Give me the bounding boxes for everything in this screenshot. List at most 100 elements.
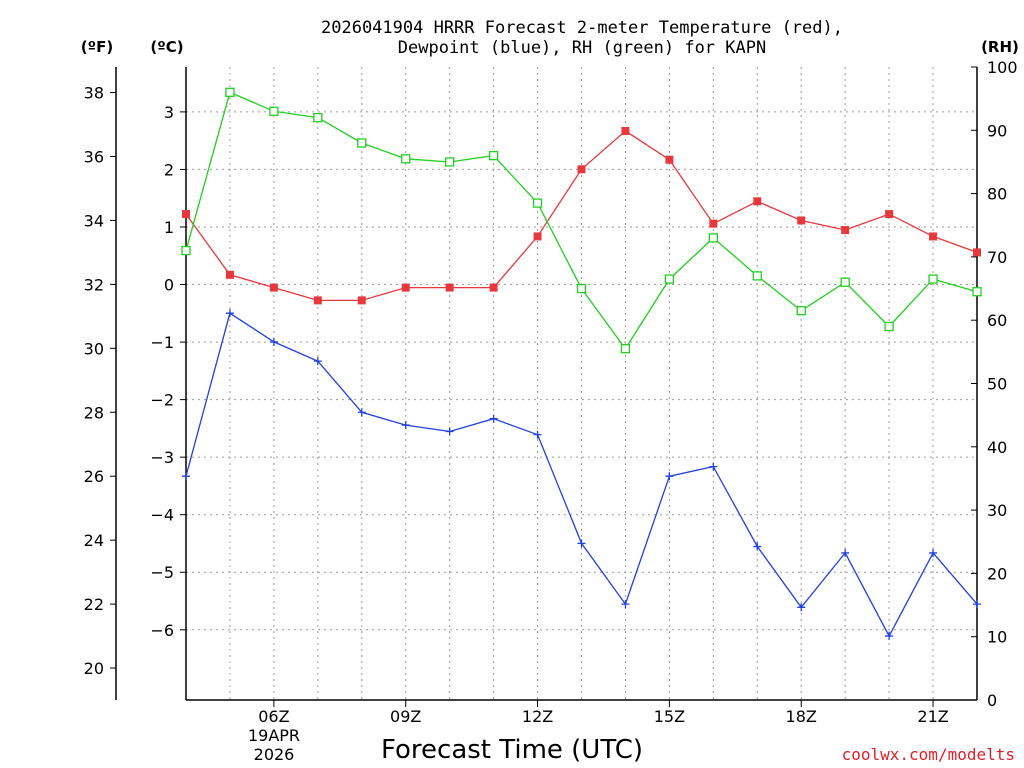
dewpoint-point <box>885 632 894 641</box>
rh-tick-label: 40 <box>987 438 1007 457</box>
celsius-tick-label: −4 <box>150 506 174 525</box>
rh-tick-label: 10 <box>987 628 1007 647</box>
x-axis-label: Forecast Time (UTC) <box>381 735 643 765</box>
rh-point <box>225 87 235 97</box>
fahrenheit-unit-label: (ºF) <box>81 38 113 56</box>
dewpoint-point <box>577 539 586 548</box>
celsius-axis-ticks: −6 −5 −4 −3 −2 −1 0 1 2 3 <box>150 103 186 640</box>
celsius-tick-label: 2 <box>164 160 174 179</box>
temperature-point <box>489 283 498 292</box>
celsius-tick-label: −3 <box>150 448 174 467</box>
fahrenheit-tick-label: 30 <box>84 339 104 358</box>
fahrenheit-tick-label: 20 <box>84 659 104 678</box>
dewpoint-point <box>182 472 190 481</box>
rh-point <box>928 274 938 284</box>
fahrenheit-axis-ticks: 20 22 24 26 28 30 32 34 36 38 <box>84 84 116 678</box>
dewpoint-point <box>973 600 981 609</box>
rh-point <box>664 274 675 284</box>
dewpoint-point <box>533 430 542 439</box>
rh-point <box>357 138 367 148</box>
temperature-point <box>885 210 894 219</box>
temperature-point <box>182 210 190 219</box>
dewpoint-point <box>313 357 322 366</box>
fahrenheit-tick-label: 36 <box>84 148 104 167</box>
rh-point <box>620 344 631 354</box>
temperature-point <box>929 232 938 241</box>
fahrenheit-tick-label: 26 <box>84 467 104 486</box>
rh-point <box>181 245 191 256</box>
dewpoint-point <box>357 408 366 417</box>
rh-point <box>532 198 543 208</box>
fahrenheit-tick-label: 28 <box>84 403 104 422</box>
rh-tick-label: 100 <box>987 58 1018 77</box>
rh-axis-ticks: 0 10 20 30 40 50 60 70 80 90 100 <box>971 58 1018 710</box>
dewpoint-point <box>841 548 850 557</box>
dewpoint-point <box>709 462 718 471</box>
x-tick-label: 12Z <box>522 707 553 726</box>
temperature-point <box>973 248 981 257</box>
rh-point <box>840 277 850 287</box>
celsius-tick-label: 1 <box>164 218 174 237</box>
rh-point <box>313 112 323 123</box>
rh-point <box>488 150 499 161</box>
x-tick-label: 06Z <box>258 707 289 726</box>
chart-title-line1: 2026041904 HRRR Forecast 2-meter Tempera… <box>321 18 843 38</box>
temperature-point <box>621 126 630 135</box>
fahrenheit-tick-label: 24 <box>84 531 104 550</box>
temperature-point <box>841 226 850 235</box>
rh-unit-label: (RH) <box>981 38 1019 56</box>
temperature-point <box>357 296 366 305</box>
dewpoint-point <box>225 309 234 318</box>
dewpoint-point <box>445 427 454 436</box>
temperature-point <box>313 296 322 305</box>
dewpoint-point <box>621 600 630 609</box>
rh-point <box>752 271 762 281</box>
celsius-tick-label: −6 <box>150 621 174 640</box>
date-label-line2: 2026 <box>254 745 295 764</box>
dewpoint-point <box>269 337 278 346</box>
series-layer <box>181 87 982 641</box>
celsius-tick-label: −2 <box>150 391 174 410</box>
rh-tick-label: 20 <box>987 564 1007 583</box>
credit-label: coolwx.com/modelts <box>842 745 1015 764</box>
rh-point <box>269 106 279 116</box>
celsius-tick-label: −5 <box>150 563 174 582</box>
temperature-point <box>225 270 234 279</box>
rh-point <box>445 157 455 167</box>
celsius-unit-label: (ºC) <box>150 38 183 56</box>
temperature-point <box>753 197 762 206</box>
x-tick-label: 21Z <box>917 707 948 726</box>
rh-point <box>401 154 411 164</box>
x-tick-label: 15Z <box>654 707 685 726</box>
temperature-point <box>797 216 806 225</box>
rh-tick-label: 70 <box>987 248 1007 267</box>
celsius-tick-label: 0 <box>164 276 174 295</box>
dewpoint-point <box>489 414 498 423</box>
temperature-point <box>709 219 718 228</box>
temperature-point <box>401 283 410 292</box>
x-tick-label: 18Z <box>786 707 817 726</box>
fahrenheit-tick-label: 38 <box>84 84 104 103</box>
rh-tick-label: 0 <box>987 691 997 710</box>
rh-line <box>185 91 978 350</box>
temperature-point <box>577 165 586 174</box>
rh-tick-label: 60 <box>987 311 1007 330</box>
temperature-point <box>269 283 278 292</box>
date-label-line1: 19APR <box>248 726 300 745</box>
celsius-tick-label: 3 <box>164 103 174 122</box>
temperature-line <box>185 130 978 302</box>
rh-point <box>796 306 806 316</box>
temperature-point <box>533 232 542 241</box>
dewpoint-point <box>797 603 806 612</box>
fahrenheit-tick-label: 32 <box>84 275 104 294</box>
rh-tick-label: 90 <box>987 121 1007 140</box>
dewpoint-point <box>753 542 762 551</box>
rh-point <box>708 233 718 243</box>
rh-tick-label: 50 <box>987 375 1007 394</box>
celsius-tick-label: −1 <box>150 333 174 352</box>
rh-point <box>972 287 982 297</box>
rh-point <box>884 321 894 332</box>
dewpoint-point <box>665 472 674 481</box>
temperature-point <box>665 155 674 164</box>
